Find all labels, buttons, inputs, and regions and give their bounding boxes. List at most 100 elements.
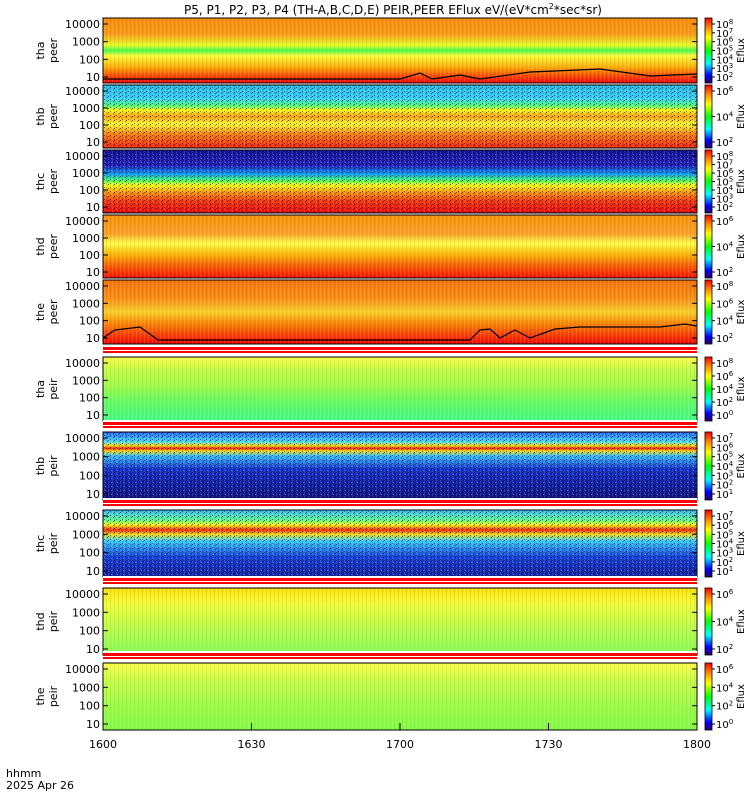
y-tick-label: 10 [86,266,100,279]
time-label: hhmm [6,767,41,780]
colorbar-tick-label: 102 [716,479,733,492]
colorbar [704,662,713,731]
colorbar-tick-label: 100 [716,718,733,731]
y-tick-label: 10 [86,643,100,656]
colorbar-tick-label: 104 [716,111,734,124]
y-tick-label: 1000 [72,36,100,49]
spectrogram-texture [103,357,697,421]
y-tick-label: 10000 [65,432,100,445]
panel-species-label: peer [47,234,60,260]
y-tick-label: 1000 [72,374,100,387]
colorbar-tick-label: 105 [716,45,733,58]
colorbar-tick-label: 108 [716,357,733,370]
y-tick-label: 10000 [65,357,100,370]
colorbar-tick-label: 104 [716,315,734,328]
colorbar [704,587,713,656]
panel-thc-peir: 10000 1000 100 10 thc peir 1071061051041031021… [34,498,747,578]
panel-probe-label: tha [34,380,47,398]
colorbar-tick-label: 106 [716,370,734,383]
y-tick-label: 100 [79,249,100,262]
panel-species-label: peer [47,38,60,64]
gap-band-red [103,578,697,581]
panel-frame [102,214,698,279]
potential-curve [102,323,698,341]
y-tick-label: 1000 [72,606,100,619]
x-tick-label: 1800 [683,738,711,751]
y-tick-label: 10 [86,409,100,422]
y-tick-label: 10000 [65,588,100,601]
x-tick-label: 1730 [535,738,563,751]
colorbar-tick-label: 107 [716,159,733,172]
colorbar-label: Eflux [736,453,747,478]
colorbar-tick-label: 107 [716,432,733,445]
colorbar-tick-label: 103 [716,62,733,75]
date-label: 2025 Apr 26 [6,779,74,792]
y-tick-label: 10000 [65,215,100,228]
gap-band-red [103,657,697,659]
panel-probe-label: thc [34,535,47,552]
spectrogram-noise [103,85,697,148]
y-tick-label: 1000 [72,297,100,310]
x-tick-label: 1600 [89,738,117,751]
colorbar-tick-label: 105 [716,176,733,189]
panel-probe-label: tha [34,41,47,59]
y-tick-label: 1000 [72,681,100,694]
gap-band-red [103,653,697,656]
spectrogram-texture [103,280,697,344]
panel-probe-label: the [34,687,47,705]
panel-probe-label: thb [34,457,47,475]
potential-curve [103,68,698,80]
colorbar-tick-label: 102 [716,201,733,214]
y-tick-label: 10 [86,718,100,731]
spectrogram-texture [103,18,697,83]
y-tick-label: 10000 [65,150,100,163]
y-tick-label: 10000 [65,85,100,98]
colorbar-tick-label: 106 [716,297,734,310]
y-tick-label: 100 [79,53,100,66]
panel-tha-peer: 10000 1000 100 10 tha peer 1081071061051041031… [34,17,747,84]
colorbar-tick-label: 106 [716,663,734,676]
panel-frame [102,84,698,149]
y-tick-label: 10 [86,201,100,214]
panel-thc-peer: 10000 1000 100 10 thc peer 1081071061051041031… [34,149,747,214]
colorbar-tick-label: 107 [716,27,733,40]
y-tick-label: 100 [79,700,100,713]
time-axis: 1600 1630 1700 1730 1800 [89,723,711,751]
panel-frame [102,17,698,84]
colorbar-tick-label: 106 [716,85,734,98]
y-tick-label: 100 [79,469,100,482]
colorbar-tick-label: 108 [716,150,733,163]
y-tick-label: 10000 [65,663,100,676]
colorbar-label: Eflux [736,234,747,259]
panel-probe-label: the [34,303,47,321]
colorbar-label: Eflux [736,38,747,63]
panel-species-label: peer [47,169,60,195]
y-tick-label: 10 [86,565,100,578]
colorbar [704,84,713,149]
y-tick-label: 100 [79,392,100,405]
y-tick-label: 1000 [72,232,100,245]
panel-probe-label: thd [34,612,47,630]
y-tick-label: 10000 [65,18,100,31]
chart-title: P5, P1, P2, P3, P4 (TH-A,B,C,D,E) PEIR,P… [184,2,602,17]
colorbar-label: Eflux [736,531,747,556]
colorbar-tick-label: 104 [716,184,734,197]
y-tick-label: 10 [86,136,100,149]
colorbar-tick-label: 102 [716,136,733,149]
gap-band-red [103,351,697,353]
panel-species-label: peir [47,685,60,707]
colorbar-tick-label: 102 [716,396,733,409]
panel-frame [102,279,698,345]
panel-frame [102,149,698,214]
gap-band-red [103,582,697,584]
colorbar-tick-label: 102 [716,643,733,656]
panel-species-label: peir [47,610,60,632]
y-tick-label: 1000 [72,451,100,464]
panel-species-label: peer [47,104,60,130]
colorbar-label: Eflux [736,376,747,401]
spectrogram-noise [103,510,697,577]
